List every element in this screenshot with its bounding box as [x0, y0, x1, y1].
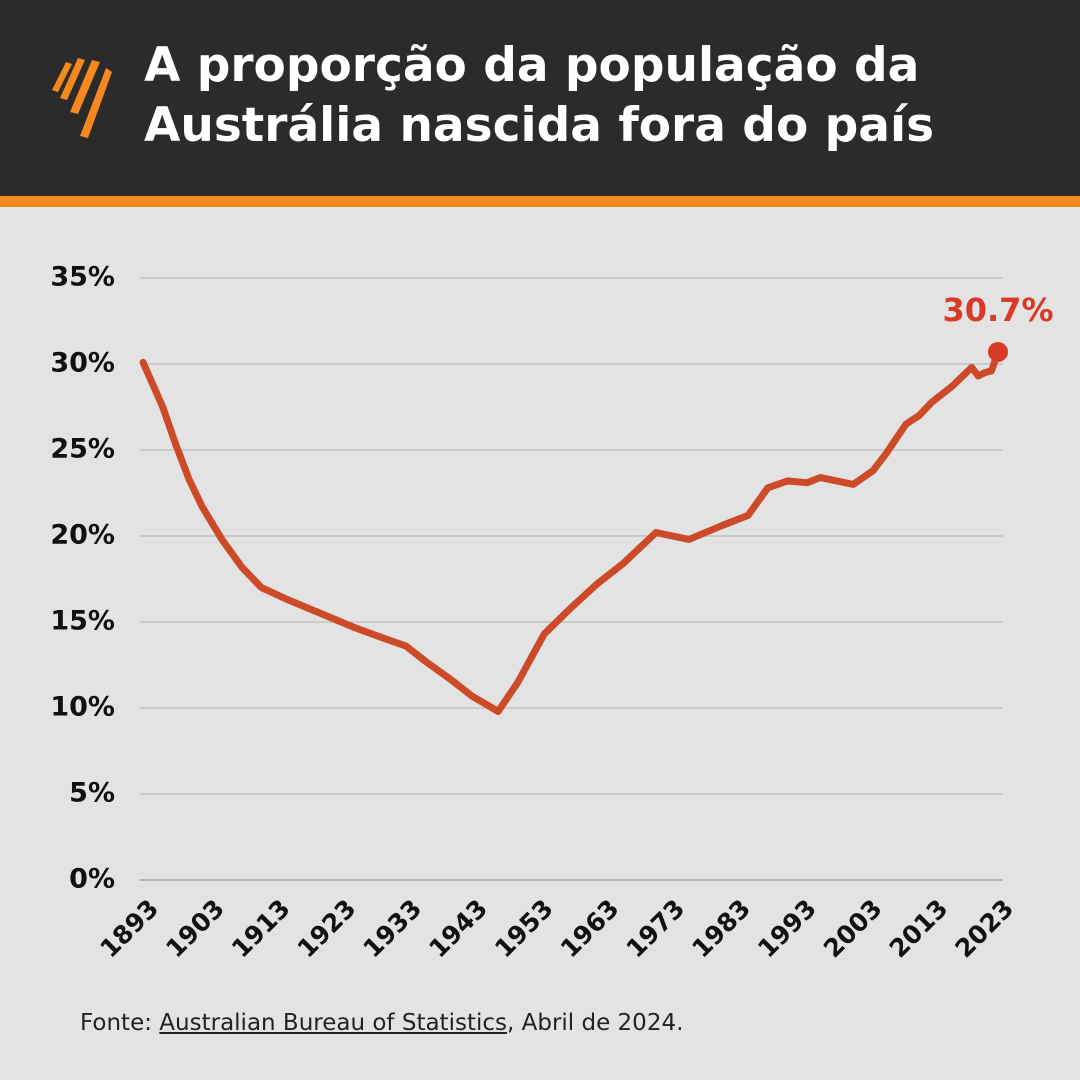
data-line	[139, 348, 1002, 715]
x-tick-label: 2003	[818, 894, 888, 964]
source: Fonte: Australian Bureau of Statistics, …	[80, 1010, 683, 1036]
x-tick-label: 1913	[226, 894, 296, 964]
y-tick-label: 20%	[50, 520, 115, 551]
x-tick-label: 1943	[423, 894, 493, 964]
source-suffix: , Abril de 2024.	[506, 1010, 684, 1036]
x-tick-label: 1923	[292, 894, 362, 964]
x-tick-label: 2013	[884, 894, 954, 964]
title: A proporção da população da Austrália na…	[144, 38, 935, 153]
x-tick-label: 1903	[160, 894, 230, 964]
x-tick-label: 1953	[489, 894, 559, 964]
y-tick-label: 35%	[50, 262, 115, 293]
y-tick-label: 25%	[50, 434, 115, 465]
x-tick-label: 1893	[94, 894, 164, 964]
x-tick-label: 2023	[949, 894, 1019, 964]
y-tick-label: 30%	[50, 348, 115, 379]
y-tick-label: 5%	[69, 778, 115, 809]
y-tick-label: 10%	[50, 692, 115, 723]
header: A proporção da população da Austrália na…	[0, 0, 1080, 207]
x-tick-label: 1983	[686, 894, 756, 964]
annotation-label: 30.7%	[942, 291, 1053, 329]
x-tick-label: 1963	[555, 894, 625, 964]
x-tick-label: 1933	[358, 894, 428, 964]
chart: 0%5%10%15%20%25%30%35%189319031913192319…	[50, 262, 1053, 964]
source-link[interactable]: Australian Bureau of Statistics	[159, 1010, 507, 1036]
annotation-dot	[988, 341, 1008, 362]
logo	[52, 58, 112, 138]
y-tick-label: 15%	[50, 606, 115, 637]
source-prefix: Fonte:	[80, 1010, 152, 1036]
x-tick-label: 1993	[752, 894, 822, 964]
y-tick-label: 0%	[69, 864, 115, 895]
x-tick-label: 1973	[621, 894, 691, 964]
